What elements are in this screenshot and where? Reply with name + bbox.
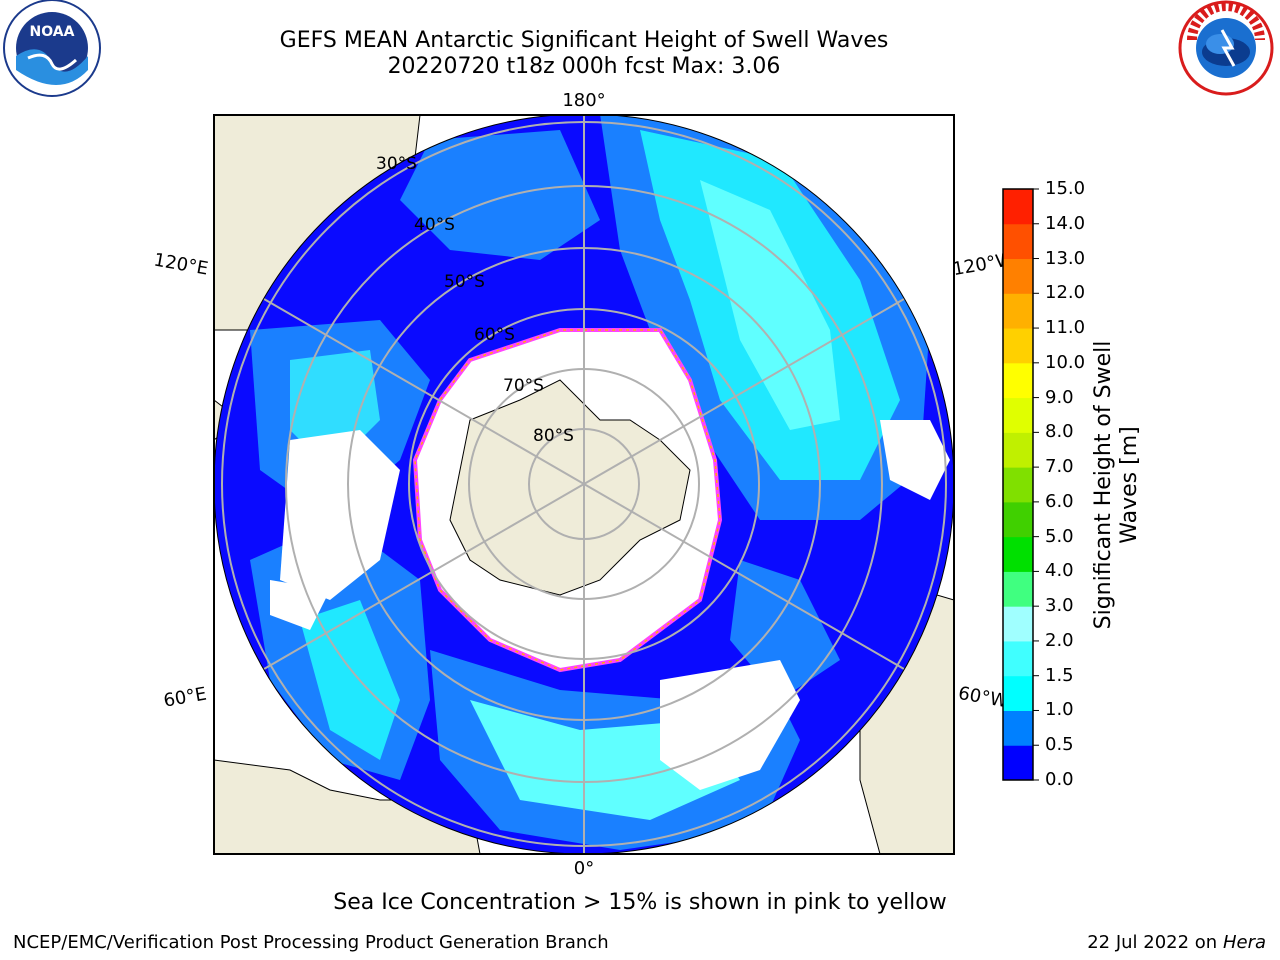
lon-label-60e: 60°E <box>162 683 208 711</box>
colorbar-title: Significant Height of Swell Waves [m] <box>1091 305 1143 665</box>
figure-subtitle: 20220720 t18z 000h fcst Max: 3.06 <box>387 54 781 79</box>
colorbar-segment <box>1003 675 1033 711</box>
colorbar-segment <box>1003 606 1033 642</box>
colorbar-tick-label: 15.0 <box>1045 178 1086 199</box>
colorbar-segment <box>1003 710 1033 746</box>
footer-date-text: 22 Jul 2022 on <box>1087 932 1223 953</box>
noaa-logo-text: NOAA <box>30 24 75 40</box>
colorbar-tick-label: 12.0 <box>1045 282 1086 304</box>
colorbar-tick-label: 1.0 <box>1045 699 1074 721</box>
graticule <box>221 115 947 854</box>
lat-label-60s: 60°S <box>474 325 515 345</box>
colorbar-tick-label: 0.5 <box>1045 734 1074 756</box>
lon-label-120e: 120°E <box>152 249 210 279</box>
colorbar-segment <box>1003 223 1033 260</box>
colorbar-segment <box>1003 189 1033 225</box>
colorbar-tick-label: 14.0 <box>1045 212 1086 234</box>
colorbar-tick-label: 4.0 <box>1045 560 1074 582</box>
nws-logo <box>1178 0 1274 96</box>
lat-label-50s: 50°S <box>444 272 485 292</box>
lon-label-60w: 60°W <box>957 683 1010 712</box>
lat-label-30s: 30°S <box>376 154 417 174</box>
colorbar-segment <box>1003 501 1033 538</box>
colorbar-frame <box>1002 188 1034 781</box>
colorbar-segment <box>1003 536 1033 572</box>
colorbar-segment <box>1003 432 1033 468</box>
colorbar <box>1002 188 1039 781</box>
figure-caption: Sea Ice Concentration > 15% is shown in … <box>333 890 947 915</box>
footer-branch: NCEP/EMC/Verification Post Processing Pr… <box>13 932 609 953</box>
colorbar-tick-label: 5.0 <box>1045 525 1074 547</box>
colorbar-segment <box>1003 328 1033 364</box>
colorbar-segment <box>1003 293 1033 329</box>
colorbar-segment <box>1003 745 1033 781</box>
colorbar-tick-label: 8.0 <box>1045 421 1074 443</box>
colorbar-tick-label: 13.0 <box>1045 247 1086 269</box>
colorbar-segment <box>1003 640 1033 677</box>
noaa-logo: NOAA <box>3 0 101 97</box>
colorbar-segment <box>1003 258 1033 294</box>
figure-title: GEFS MEAN Antarctic Significant Height o… <box>279 28 889 53</box>
colorbar-segment <box>1003 467 1033 503</box>
colorbar-tick-label: 10.0 <box>1045 351 1086 373</box>
colorbar-tick-label: 11.0 <box>1045 317 1086 339</box>
colorbar-tick-label: 0.0 <box>1045 769 1074 790</box>
colorbar-segment <box>1003 571 1033 607</box>
colorbar-segment <box>1003 397 1033 433</box>
lat-label-70s: 70°S <box>503 376 544 396</box>
colorbar-tick-label: 1.5 <box>1045 664 1074 686</box>
colorbar-title-line2: Waves [m] <box>1117 426 1142 544</box>
map-frame <box>213 114 955 855</box>
colorbar-tick-label: 9.0 <box>1045 386 1074 408</box>
colorbar-tick-label: 2.0 <box>1045 629 1074 651</box>
lon-label-0: 0° <box>574 858 594 879</box>
lat-label-80s: 80°S <box>533 426 574 446</box>
lon-label-180: 180° <box>562 90 605 111</box>
colorbar-tick-label: 6.0 <box>1045 490 1074 512</box>
footer-date: 22 Jul 2022 on Hera <box>1087 932 1266 953</box>
lat-label-40s: 40°S <box>414 215 455 235</box>
colorbar-tick-label: 3.0 <box>1045 595 1074 617</box>
colorbar-segment <box>1003 362 1033 399</box>
colorbar-title-line1: Significant Height of Swell <box>1091 340 1116 630</box>
footer-machine: Hera <box>1222 932 1266 953</box>
colorbar-tick-label: 7.0 <box>1045 456 1074 478</box>
